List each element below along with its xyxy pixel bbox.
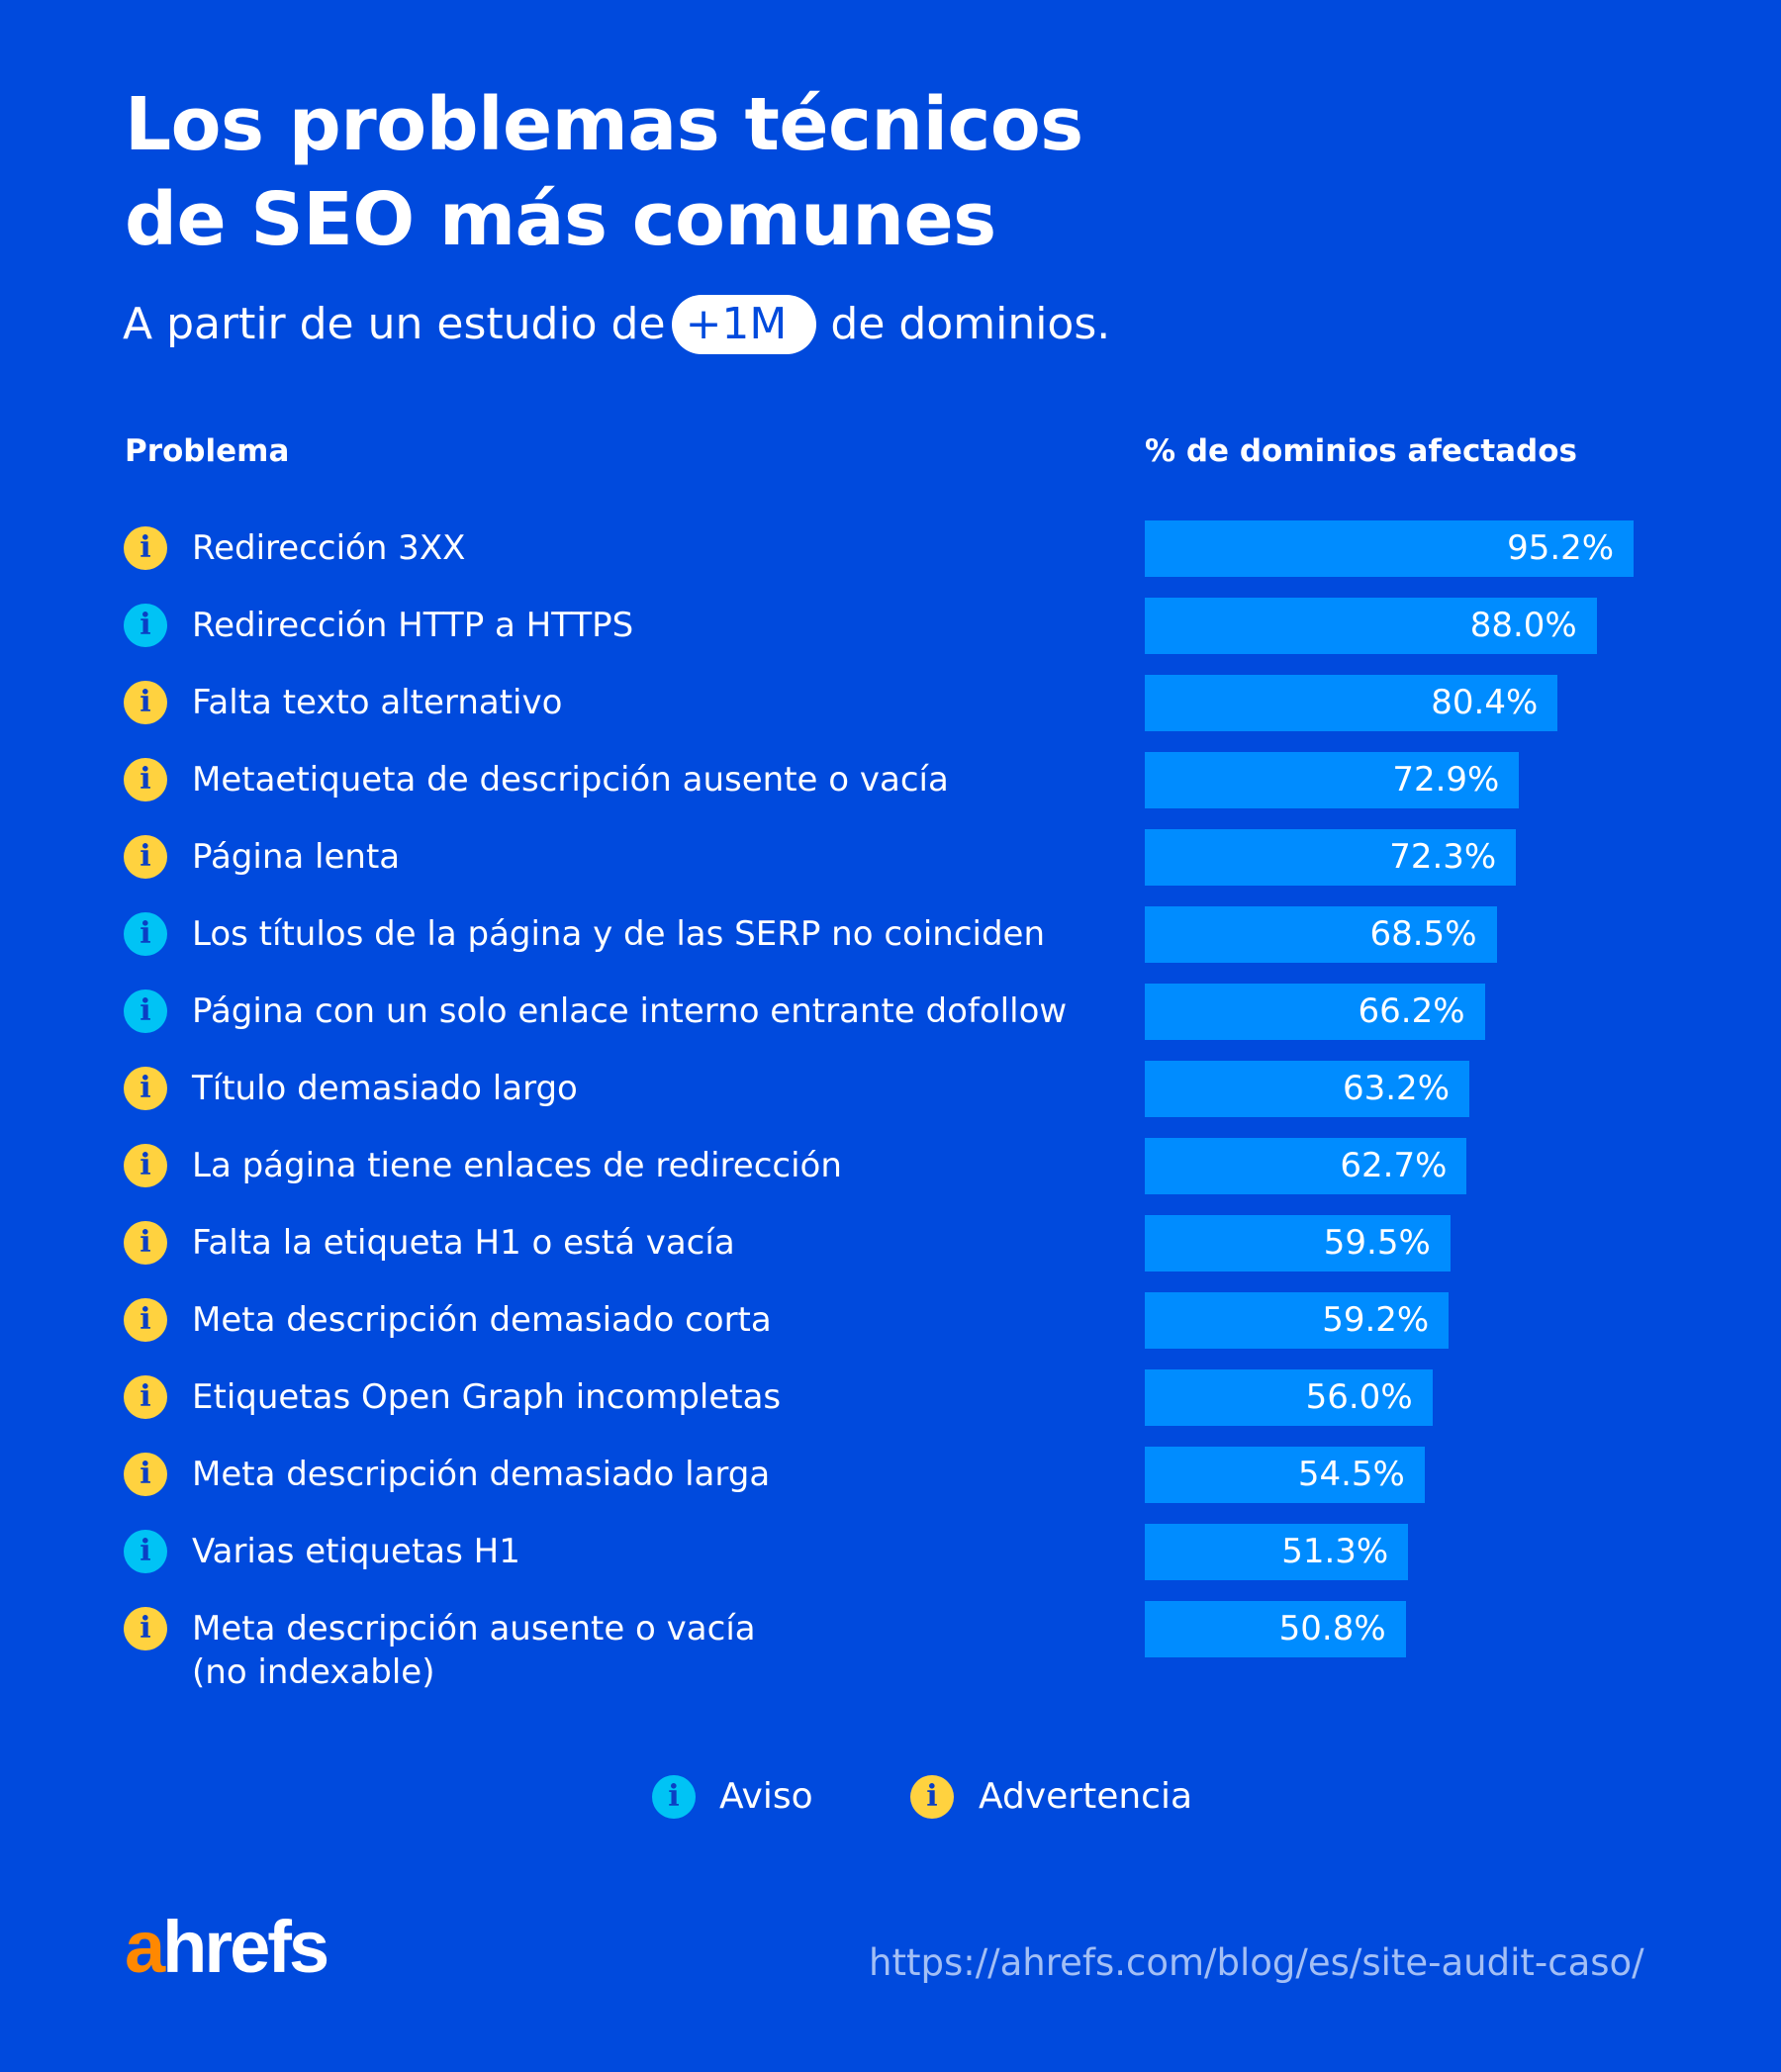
row-label: Etiquetas Open Graph incompletas — [192, 1377, 782, 1417]
row-label-line: (no indexable) — [192, 1652, 435, 1692]
bar-value-label: 51.3% — [1281, 1532, 1389, 1571]
title-line-1: Los problemas técnicos — [125, 82, 1083, 167]
bar-value-label: 56.0% — [1305, 1377, 1413, 1417]
row-label: Falta texto alternativo — [192, 683, 563, 722]
table-row: i Los títulos de la página y de las SERP … — [0, 906, 1781, 963]
legend-aviso-label: Aviso — [719, 1776, 813, 1817]
page-title: Los problemas técnicos de SEO más comunes — [125, 77, 1083, 267]
advertencia-info-icon: i — [124, 1144, 167, 1187]
table-row: i Etiquetas Open Graph incompletas 56.0% — [0, 1369, 1781, 1426]
table-row: i Falta texto alternativo 80.4% — [0, 675, 1781, 731]
highlight-pill: +1M — [671, 295, 817, 354]
bar-value-label: 59.2% — [1322, 1300, 1430, 1340]
logo-accent: a — [125, 1906, 165, 1988]
bar: 66.2% — [1145, 984, 1485, 1040]
bar: 54.5% — [1145, 1447, 1425, 1503]
bar: 95.2% — [1145, 520, 1635, 577]
bar: 59.2% — [1145, 1292, 1450, 1349]
table-row: i Redirección HTTP a HTTPS 88.0% — [0, 598, 1781, 654]
column-header-value: % de dominios afectados — [1145, 433, 1577, 469]
table-row: i Falta la etiqueta H1 o está vacía 59.5% — [0, 1215, 1781, 1271]
row-label: La página tiene enlaces de redirección — [192, 1146, 842, 1185]
bar: 88.0% — [1145, 598, 1597, 654]
logo-rest: hrefs — [162, 1906, 329, 1988]
bar-value-label: 95.2% — [1507, 528, 1615, 568]
table-row: i Meta descripción demasiado larga 54.5% — [0, 1447, 1781, 1503]
bar-value-label: 62.7% — [1340, 1146, 1448, 1185]
row-label: Meta descripción ausente o vacía (no inde… — [192, 1607, 756, 1694]
bar: 68.5% — [1145, 906, 1497, 963]
bar: 59.5% — [1145, 1215, 1451, 1271]
aviso-info-icon: i — [124, 1530, 167, 1573]
row-label: Los títulos de la página y de las SERP n… — [192, 914, 1046, 954]
advertencia-info-icon: i — [124, 1375, 167, 1419]
bar: 50.8% — [1145, 1601, 1406, 1657]
row-label: Varias etiquetas H1 — [192, 1532, 520, 1571]
bar-value-label: 68.5% — [1369, 914, 1477, 954]
row-label: Meta descripción demasiado larga — [192, 1455, 771, 1494]
table-row: i Página lenta 72.3% — [0, 829, 1781, 886]
source-url: https://ahrefs.com/blog/es/site-audit-ca… — [869, 1941, 1644, 1984]
table-row: i Redirección 3XX 95.2% — [0, 520, 1781, 577]
advertencia-info-icon: i — [124, 1221, 167, 1265]
column-header-problem: Problema — [125, 433, 290, 469]
bar-value-label: 72.9% — [1392, 760, 1500, 800]
bar-value-label: 72.3% — [1389, 837, 1497, 877]
advertencia-info-icon: i — [124, 681, 167, 724]
title-line-2: de SEO más comunes — [125, 177, 996, 262]
bar-value-label: 80.4% — [1431, 683, 1539, 722]
bar: 80.4% — [1145, 675, 1558, 731]
aviso-info-icon: i — [124, 989, 167, 1033]
table-row: i Varias etiquetas H1 51.3% — [0, 1524, 1781, 1580]
subtitle-after: de dominios. — [830, 299, 1111, 349]
bar-value-label: 54.5% — [1297, 1455, 1405, 1494]
bar: 72.3% — [1145, 829, 1517, 886]
advertencia-info-icon: i — [124, 1453, 167, 1496]
aviso-info-icon: i — [124, 604, 167, 647]
bar: 62.7% — [1145, 1138, 1467, 1194]
bar-value-label: 59.5% — [1323, 1223, 1431, 1263]
row-label: Página lenta — [192, 837, 401, 877]
row-label: Falta la etiqueta H1 o está vacía — [192, 1223, 735, 1263]
row-label-line: Meta descripción ausente o vacía — [192, 1609, 756, 1648]
table-row: i Metaetiqueta de descripción ausente o v… — [0, 752, 1781, 808]
row-label: Título demasiado largo — [192, 1069, 578, 1108]
aviso-info-icon: i — [124, 912, 167, 956]
table-row: i Título demasiado largo 63.2% — [0, 1061, 1781, 1117]
bar-value-label: 63.2% — [1342, 1069, 1450, 1108]
advertencia-info-icon: i — [124, 526, 167, 570]
advertencia-info-icon: i — [124, 1607, 167, 1650]
advertencia-info-icon: i — [124, 1067, 167, 1110]
row-label: Página con un solo enlace interno entran… — [192, 991, 1068, 1031]
bar-value-label: 66.2% — [1358, 991, 1465, 1031]
subtitle-before: A partir de un estudio de — [123, 299, 666, 349]
table-row: i Página con un solo enlace interno entra… — [0, 984, 1781, 1040]
advertencia-info-icon: i — [124, 835, 167, 879]
ahrefs-logo: ahrefs — [125, 1910, 329, 1985]
bar-value-label: 50.8% — [1278, 1609, 1386, 1648]
table-row: i La página tiene enlaces de redirección 6… — [0, 1138, 1781, 1194]
row-label: Meta descripción demasiado corta — [192, 1300, 772, 1340]
row-label: Metaetiqueta de descripción ausente o va… — [192, 760, 949, 800]
advertencia-info-icon: i — [124, 758, 167, 801]
bar-value-label: 88.0% — [1469, 606, 1577, 645]
bar: 56.0% — [1145, 1369, 1433, 1426]
bar: 63.2% — [1145, 1061, 1469, 1117]
legend-advertencia-info-icon: i — [910, 1775, 954, 1819]
row-label: Redirección 3XX — [192, 528, 466, 568]
legend-advertencia-label: Advertencia — [979, 1776, 1193, 1817]
subtitle: A partir de un estudio de +1M de dominios. — [123, 295, 1110, 354]
legend-aviso-info-icon: i — [652, 1775, 696, 1819]
bar: 72.9% — [1145, 752, 1520, 808]
advertencia-info-icon: i — [124, 1298, 167, 1342]
table-row: i Meta descripción demasiado corta 59.2% — [0, 1292, 1781, 1349]
bar: 51.3% — [1145, 1524, 1409, 1580]
row-label: Redirección HTTP a HTTPS — [192, 606, 634, 645]
table-row: i Meta descripción ausente o vacía (no ind… — [0, 1601, 1781, 1692]
